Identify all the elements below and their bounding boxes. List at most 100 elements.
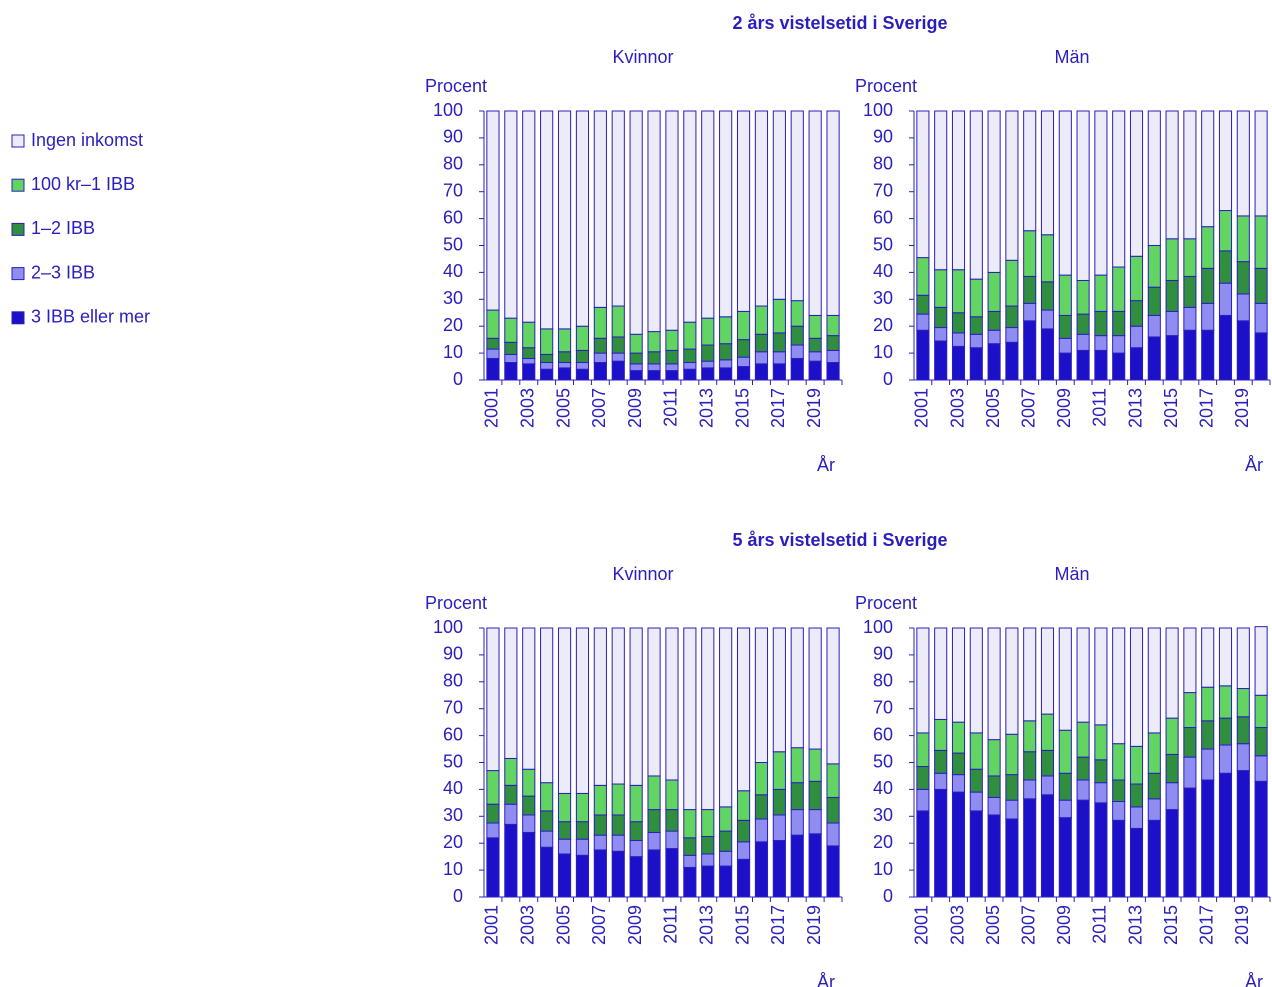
bar-segment xyxy=(1094,802,1108,898)
x-tick-label: 2009 xyxy=(1054,388,1074,428)
bar-segment xyxy=(486,348,500,359)
bar-segment xyxy=(1129,347,1144,381)
y-tick-label: 10 xyxy=(873,342,893,362)
bar-segment xyxy=(647,351,661,365)
bar-segment xyxy=(1147,627,1161,734)
bar-segment xyxy=(629,363,643,372)
bar-segment xyxy=(611,850,625,898)
y-tick-label: 70 xyxy=(873,180,893,200)
bar-segment xyxy=(1076,721,1090,758)
bar-segment xyxy=(683,110,697,323)
bar-segment xyxy=(522,363,536,381)
bar-segment xyxy=(790,300,804,327)
bar-segment xyxy=(754,363,769,381)
bar-segment xyxy=(647,110,661,333)
bar-segment xyxy=(1112,743,1126,781)
bar-segment xyxy=(1254,626,1268,696)
bar-segment xyxy=(987,310,1001,331)
y-tick-label: 40 xyxy=(443,778,463,798)
x-tick-label: 2005 xyxy=(553,905,573,945)
x-tick-label: 2015 xyxy=(732,388,752,428)
y-tick-label: 30 xyxy=(873,805,893,825)
bar-segment xyxy=(522,768,536,797)
bar-segment xyxy=(540,846,554,898)
y-tick-label: 50 xyxy=(873,751,893,771)
bar-segment xyxy=(647,831,661,851)
bar-segment xyxy=(1218,717,1233,746)
bar-segment xyxy=(1147,798,1161,821)
x-axis-label: År xyxy=(817,972,835,987)
bar-segment xyxy=(1165,753,1179,784)
x-tick-label: 2007 xyxy=(589,388,609,428)
y-tick-label: 0 xyxy=(453,369,463,389)
bar-segment xyxy=(575,368,590,381)
y-tick-label: 20 xyxy=(873,832,893,852)
bar-segment xyxy=(1183,110,1197,240)
bar-segment xyxy=(1254,215,1268,269)
bar-segment xyxy=(1129,745,1144,785)
bar-segment xyxy=(736,339,751,358)
bar-segment xyxy=(1112,352,1126,381)
bar-segment xyxy=(1094,274,1108,312)
x-tick-label: 2019 xyxy=(1232,905,1252,945)
bar-segment xyxy=(1058,627,1072,731)
bar-segment xyxy=(1023,751,1037,781)
x-tick-label: 2013 xyxy=(1125,905,1145,945)
bar-segment xyxy=(701,110,715,319)
bar-segment xyxy=(1201,302,1215,331)
legend-label: Ingen inkomst xyxy=(31,130,143,150)
bar-segment xyxy=(951,791,966,898)
bar-segment xyxy=(1218,772,1233,898)
x-tick-label: 2005 xyxy=(553,388,573,428)
bar-segment xyxy=(1254,780,1268,898)
bar-segment xyxy=(969,791,983,812)
y-tick-label: 90 xyxy=(873,644,893,664)
bar-segment xyxy=(754,818,769,843)
bar-segment xyxy=(540,627,554,784)
bar-segment xyxy=(701,317,715,346)
bar-segment xyxy=(987,814,1001,898)
bar-segment xyxy=(665,110,679,331)
bar-segment xyxy=(1236,743,1250,772)
bar-segment xyxy=(1112,310,1126,337)
bar-segment xyxy=(1112,266,1126,312)
bar-segment xyxy=(1005,627,1019,735)
bar-segment xyxy=(1201,686,1215,722)
bar-segment xyxy=(1183,329,1197,381)
x-tick-label: 2001 xyxy=(482,388,502,428)
bar-segment xyxy=(1076,110,1090,281)
y-tick-label: 70 xyxy=(443,697,463,717)
y-tick-label: 60 xyxy=(873,207,893,227)
bar-segment xyxy=(540,810,554,832)
bar-segment xyxy=(1236,215,1250,263)
bar-segment xyxy=(683,866,697,898)
bar-segment xyxy=(1023,779,1037,800)
bar-segment xyxy=(1236,716,1250,745)
bar-segment xyxy=(1005,341,1019,381)
x-tick-label: 2017 xyxy=(1196,905,1216,945)
bar-segment xyxy=(665,830,679,850)
bar-segment xyxy=(701,367,715,381)
bar-segment xyxy=(1129,827,1144,898)
bar-segment xyxy=(1236,688,1250,718)
bar-segment xyxy=(1076,756,1090,781)
bar-segment xyxy=(1076,333,1090,351)
bar-segment xyxy=(826,822,840,847)
bar-segment xyxy=(647,331,661,353)
x-tick-label: 2001 xyxy=(912,388,932,428)
bar-segment xyxy=(1023,110,1037,232)
bar-segment xyxy=(1218,110,1233,212)
bar-segment xyxy=(951,774,966,793)
bar-segment xyxy=(1129,300,1144,327)
x-tick-label: 2017 xyxy=(768,905,788,945)
bar-segment xyxy=(522,321,536,349)
bar-segment xyxy=(951,269,966,314)
bar-segment xyxy=(701,360,715,369)
bar-segment xyxy=(593,849,607,898)
bar-segment xyxy=(772,627,786,753)
bar-segment xyxy=(1058,337,1072,354)
bar-segment xyxy=(593,110,607,308)
bar-segment xyxy=(486,309,500,339)
bar-segment xyxy=(808,780,822,811)
bar-segment xyxy=(1040,234,1055,283)
